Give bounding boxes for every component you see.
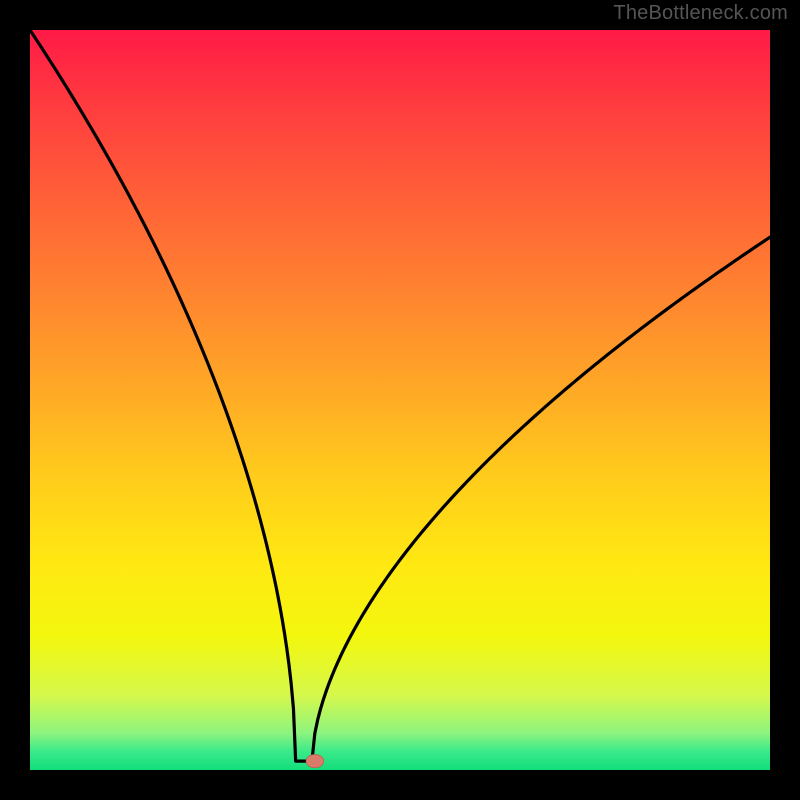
plot-svg xyxy=(30,30,770,770)
chart-stage: TheBottleneck.com xyxy=(0,0,800,800)
plot-area xyxy=(30,30,770,770)
plot-background xyxy=(30,30,770,770)
vertex-marker xyxy=(306,754,324,767)
watermark-label: TheBottleneck.com xyxy=(613,2,788,25)
